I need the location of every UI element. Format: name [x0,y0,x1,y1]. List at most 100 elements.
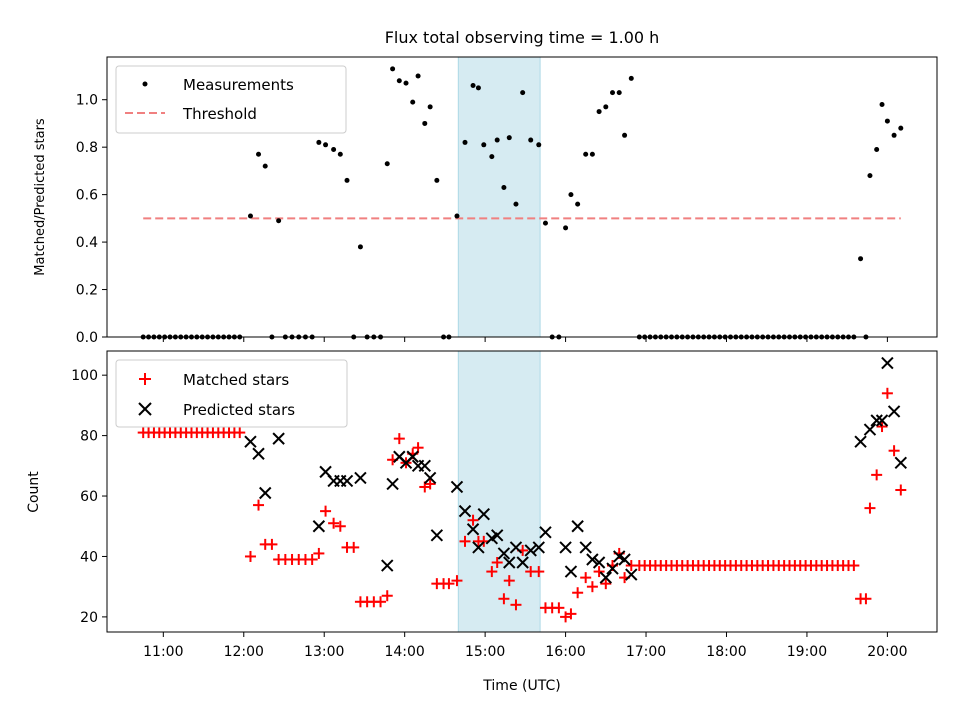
predicted-star-point [354,471,367,485]
measurement-point [256,151,262,157]
measurement-point [542,220,548,226]
matched-star-point [580,572,592,584]
predicted-star-point [272,432,285,445]
matched-star-point [306,553,318,565]
measurement-point [528,137,534,143]
y-tick-label: 1.0 [76,93,98,109]
bottom-highlight-window [457,350,541,633]
predicted-star-point [458,504,472,518]
y-tick-label: 60 [80,489,98,505]
measurement-point [536,142,542,148]
measurement-point [616,90,622,96]
matched-star-point [459,535,471,547]
top-legend: Measurements Threshold [115,65,347,134]
bottom-x-axis-label: Time (UTC) [482,678,560,694]
measurement-point [344,177,350,183]
matched-star-point [881,387,893,399]
matched-star-point [553,602,565,614]
measurement-point [506,135,512,141]
measurement-point [415,73,421,79]
x-tick-label: 11:00 [143,644,183,660]
matched-star-point [443,578,455,590]
predicted-star-point [571,520,584,533]
measurement-point [610,90,616,96]
bottom-y-axis-label: Count [26,471,42,513]
x-tick-label: 20:00 [867,644,907,660]
predicted-star-point [430,529,444,542]
predicted-star-point [509,541,523,554]
legend-measurements-marker [142,81,148,87]
measurement-point [481,142,487,148]
predicted-star-point [340,474,354,488]
predicted-star-point [870,414,883,427]
predicted-star-point [586,553,599,566]
measurement-point [874,147,880,153]
measurement-point [583,151,589,157]
x-tick-label: 19:00 [787,644,827,660]
x-tick-label: 15:00 [465,644,505,660]
matched-star-point [244,550,256,562]
matched-star-point [393,433,405,445]
measurement-point [331,147,337,153]
y-tick-label: 0.2 [76,283,98,299]
bottom-matched-points [137,387,907,623]
measurement-point [575,201,581,207]
measurement-point [520,90,526,96]
top-y-axis-label: Matched/Predicted stars [33,118,48,276]
predicted-star-point [887,405,901,418]
predicted-star-point [539,526,552,539]
measurement-point [628,75,634,81]
y-tick-label: 40 [80,549,98,565]
matched-star-point [320,505,332,517]
top-panel: 0.0 0.2 0.4 0.6 0.8 1.0 Matched/Predicted sta… [33,56,938,346]
predicted-star-point [854,435,867,448]
predicted-star-point [606,562,619,575]
predicted-star-point [497,547,511,560]
predicted-star-point [559,541,572,554]
measurement-point [434,177,440,183]
predicted-star-point [406,450,419,463]
predicted-star-point [579,541,592,554]
bottom-x-axis-ticks: 11:00 12:00 13:00 14:00 15:00 16:00 17:00 18:00… [143,632,908,660]
predicted-star-point [418,459,431,473]
measurement-point [422,120,428,126]
y-tick-label: 0.0 [76,330,98,346]
top-y-axis-ticks: 0.0 0.2 0.4 0.6 0.8 1.0 [76,93,107,346]
matched-star-point [510,599,522,611]
measurement-point [513,201,519,207]
measurement-point [262,163,268,169]
predicted-star-point [312,520,326,533]
predicted-star-point [618,553,631,566]
top-highlight-window [457,56,541,338]
predicted-star-point [259,486,272,500]
measurement-point [410,99,416,105]
matched-star-point [498,593,510,605]
predicted-star-point [863,423,877,436]
chart-title: Flux total observing time = 1.00 h [385,28,660,47]
predicted-star-point [516,556,529,569]
legend-matched-marker [139,373,151,385]
matched-star-point [600,578,612,590]
predicted-star-point [477,507,490,521]
predicted-star-point [423,471,437,485]
predicted-star-point [564,565,578,578]
matched-star-point [253,499,265,511]
measurement-point [384,161,390,167]
measurement-point [884,118,890,124]
matched-star-point [503,575,515,587]
y-tick-label: 80 [80,429,98,445]
predicted-star-point [524,544,537,557]
measurement-point [898,125,904,131]
measurement-point [390,66,396,72]
predicted-star-point [875,414,889,427]
matched-star-point [266,538,278,550]
measurement-point [470,82,476,88]
legend-predicted-label: Predicted stars [183,401,295,419]
matched-star-point [572,587,584,599]
legend-matched-label: Matched stars [183,371,289,389]
x-tick-label: 14:00 [384,644,424,660]
predicted-star-point [894,456,908,470]
measurement-point [891,132,897,138]
bottom-axes-frame [106,350,938,633]
matched-star-point [565,608,577,620]
